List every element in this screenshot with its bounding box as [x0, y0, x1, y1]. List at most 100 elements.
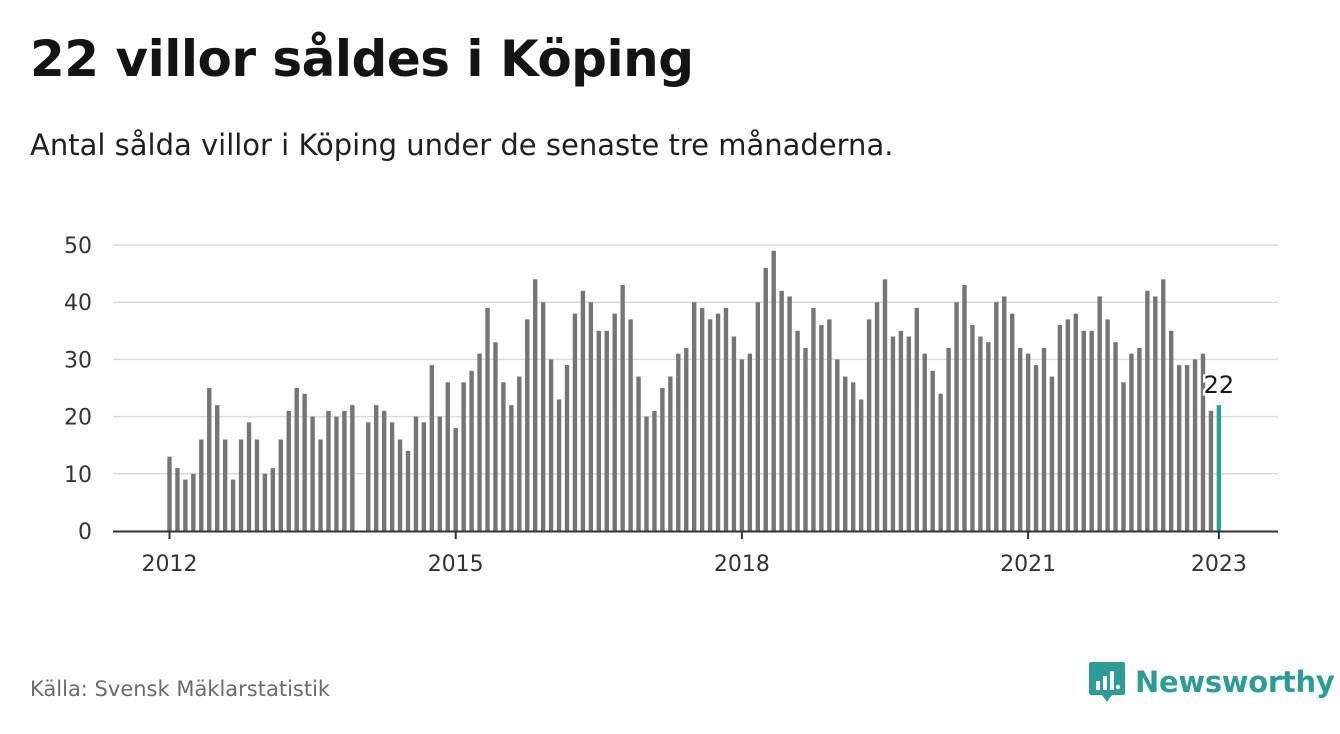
- bar: [286, 410, 291, 531]
- axes: [113, 530, 1278, 539]
- bar: [922, 353, 927, 531]
- bar: [827, 319, 832, 531]
- bar-chart: 0 10 20 30 40 50 2012 2015 2018 2021 2023 22: [64, 234, 1278, 577]
- bar: [771, 250, 776, 531]
- bar: [326, 410, 331, 531]
- bar-chart-speech-bubble-icon: [1089, 662, 1125, 702]
- bar: [660, 388, 665, 531]
- bar: [1169, 330, 1174, 531]
- bar: [540, 302, 546, 531]
- bar: [707, 319, 713, 531]
- bar: [167, 456, 172, 531]
- bar: [1002, 296, 1007, 531]
- bar: [469, 370, 474, 531]
- bar: [819, 325, 824, 531]
- bar: [723, 307, 729, 531]
- bar: [851, 382, 856, 531]
- bar: [596, 330, 601, 531]
- bar: [493, 342, 498, 531]
- bar: [1113, 342, 1118, 531]
- bar: [262, 473, 268, 531]
- bar: [1208, 410, 1214, 531]
- bar: [1041, 347, 1047, 531]
- bar: [866, 319, 872, 531]
- bar: [1010, 313, 1015, 531]
- bar: [405, 450, 411, 531]
- bar: [453, 428, 458, 531]
- page-title: 22 villor såldes i Köping: [30, 30, 694, 88]
- bar: [882, 279, 888, 531]
- bar: [183, 479, 188, 531]
- bar: [222, 439, 228, 531]
- bar: [620, 285, 625, 531]
- bar: [1200, 353, 1206, 531]
- bar: [692, 302, 697, 531]
- bar: [1017, 347, 1023, 531]
- y-tick-label: 30: [64, 348, 92, 373]
- bar: [874, 302, 880, 531]
- bar: [397, 439, 403, 531]
- bar: [1097, 296, 1102, 531]
- bar: [835, 359, 840, 531]
- bar: [461, 382, 466, 531]
- bar: [795, 330, 800, 531]
- bar: [1153, 296, 1158, 531]
- bar: [954, 302, 959, 531]
- bar: [564, 365, 570, 531]
- bar: [1129, 353, 1134, 531]
- bar: [946, 347, 951, 531]
- bar: [1105, 319, 1110, 531]
- bar: [962, 285, 967, 531]
- bar: [421, 422, 427, 531]
- bar: [477, 353, 482, 531]
- bar: [509, 405, 514, 531]
- bar: [755, 302, 760, 531]
- bar: [676, 353, 681, 531]
- bar: [668, 376, 673, 531]
- bar: [652, 410, 657, 531]
- x-tick-label: 2021: [1000, 552, 1056, 577]
- bar: [389, 422, 395, 531]
- bar: [445, 382, 450, 531]
- bar: [779, 290, 784, 531]
- bar: [699, 307, 705, 531]
- bar: [731, 336, 737, 531]
- bar: [612, 313, 617, 531]
- bar: [938, 393, 943, 531]
- bar: [890, 336, 896, 531]
- highlight-value-label: 22: [1204, 371, 1235, 399]
- bar: [1184, 365, 1190, 531]
- bar: [548, 359, 554, 531]
- bar: [970, 325, 975, 531]
- bar: [1025, 353, 1031, 531]
- bar: [787, 296, 792, 531]
- bar: [580, 290, 586, 531]
- page-subtitle: Antal sålda villor i Köping under de sen…: [30, 128, 894, 162]
- bar: [636, 376, 641, 531]
- bar: [334, 416, 339, 531]
- bar: [556, 399, 562, 531]
- bar: [763, 267, 768, 531]
- bar: [302, 393, 307, 531]
- brand-logo[interactable]: Newsworthy: [1088, 660, 1335, 704]
- bar: [270, 468, 276, 531]
- y-tick-label: 10: [64, 463, 92, 488]
- bar: [858, 399, 864, 531]
- bar: [739, 359, 745, 531]
- bar: [429, 365, 435, 531]
- bar: [238, 439, 244, 531]
- bar: [906, 336, 912, 531]
- bar: [1192, 359, 1198, 531]
- labels: 0 10 20 30 40 50 2012 2015 2018 2021 2023 22: [64, 234, 1247, 577]
- bar: [517, 376, 522, 531]
- y-tick-label: 50: [64, 234, 92, 259]
- bar: [191, 473, 196, 531]
- brand-name: Newsworthy: [1135, 665, 1335, 699]
- bar: [1089, 330, 1094, 531]
- bar: [501, 382, 506, 531]
- bar: [914, 307, 919, 531]
- bar: [533, 279, 538, 531]
- bar: [342, 410, 347, 531]
- bar: [803, 347, 808, 531]
- y-tick-label: 0: [78, 520, 92, 545]
